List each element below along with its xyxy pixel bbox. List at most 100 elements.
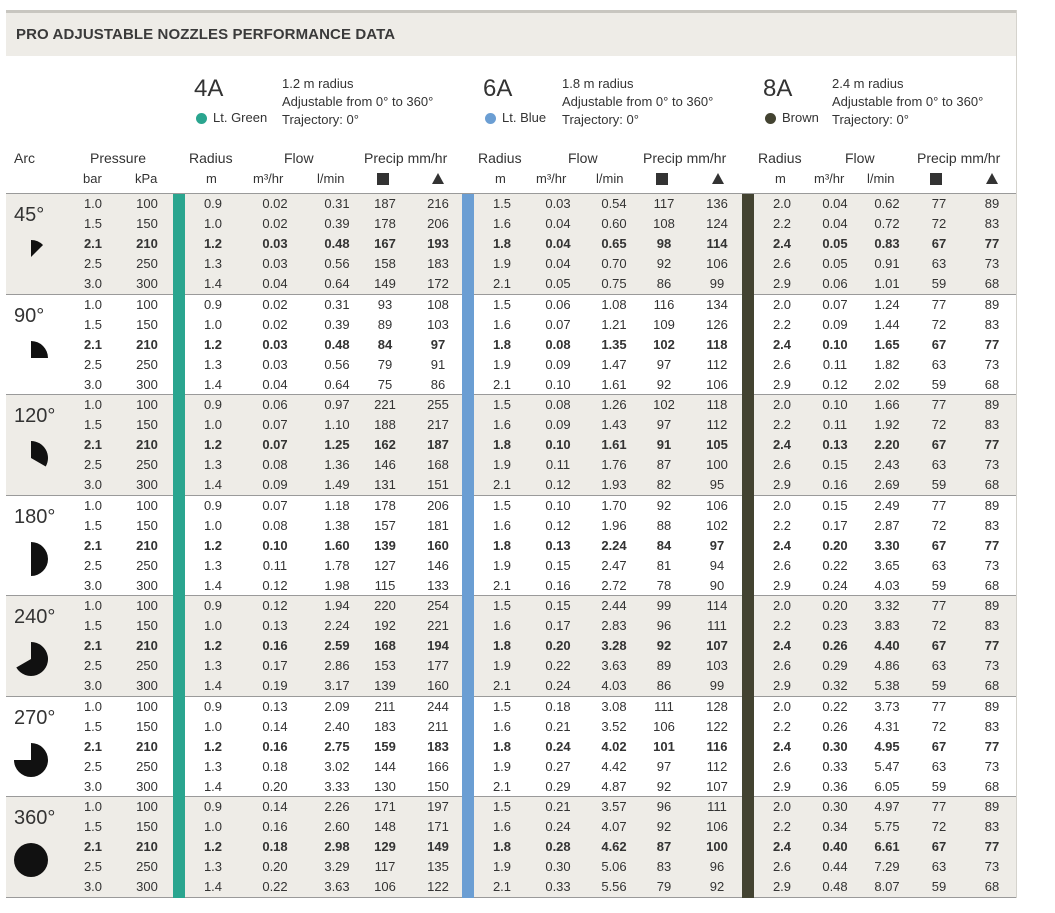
header-lmin: l/min xyxy=(317,171,345,186)
data-cell: 77 xyxy=(984,336,1000,352)
data-cell: 2.9 xyxy=(772,276,792,291)
data-cell: 1.10 xyxy=(324,417,350,432)
table-row: 2.5 250 1.3 0.18 3.02 144 166 1.9 0.27 4.42 97 112 2… xyxy=(6,757,1016,777)
pressure-kpa-cell: 150 xyxy=(136,819,158,834)
triangle-icon xyxy=(712,172,724,187)
data-cell: 0.07 xyxy=(822,296,848,312)
triangle-icon xyxy=(432,172,444,187)
data-cell: 2.6 xyxy=(772,457,792,472)
arc-group: 120° 1.0 100 0.9 0.06 0.97 221 255 1.5 0.08 1.26 10… xyxy=(6,395,1016,496)
data-cell: 0.16 xyxy=(822,477,848,492)
data-cell: 0.15 xyxy=(545,598,571,613)
data-cell: 1.9 xyxy=(492,457,512,472)
data-cell: 0.39 xyxy=(324,316,350,332)
pressure-bar-cell: 2.1 xyxy=(83,336,103,352)
data-cell: 59 xyxy=(931,376,947,392)
data-cell: 2.49 xyxy=(874,497,900,513)
data-cell: 89 xyxy=(984,598,1000,613)
data-cell: 83 xyxy=(984,517,1000,533)
data-cell: 0.31 xyxy=(324,296,350,312)
data-cell: 1.5 xyxy=(492,196,512,211)
data-cell: 0.08 xyxy=(262,457,288,472)
data-cell: 96 xyxy=(656,618,672,633)
data-cell: 7.29 xyxy=(874,859,900,874)
data-cell: 2.0 xyxy=(772,397,792,412)
table-row: 2.5 250 1.3 0.17 2.86 153 177 1.9 0.22 3.63 89 103 2… xyxy=(6,656,1016,676)
pressure-bar-cell: 2.1 xyxy=(83,437,103,452)
data-cell: 63 xyxy=(931,457,947,472)
data-cell: 0.56 xyxy=(324,356,350,372)
data-cell: 0.28 xyxy=(545,839,571,854)
data-cell: 5.56 xyxy=(601,879,627,894)
data-cell: 1.2 xyxy=(203,839,223,854)
data-cell: 1.43 xyxy=(601,417,627,432)
data-cell: 63 xyxy=(931,859,947,874)
data-cell: 1.6 xyxy=(492,618,512,633)
data-cell: 73 xyxy=(984,658,1000,673)
nozzle-trajectory-text: Trajectory: 0° xyxy=(282,112,359,127)
nozzle-4a-color-bar xyxy=(173,194,185,898)
pressure-bar-cell: 1.0 xyxy=(83,598,103,613)
data-cell: 0.16 xyxy=(262,738,288,754)
nozzle-trajectory-text: Trajectory: 0° xyxy=(832,112,909,127)
pressure-kpa-cell: 250 xyxy=(136,758,158,774)
nozzle-radius-text: 1.8 m radius xyxy=(562,76,634,91)
data-cell: 86 xyxy=(656,276,672,291)
data-cell: 83 xyxy=(984,718,1000,734)
data-cell: 59 xyxy=(931,879,947,894)
data-cell: 2.4 xyxy=(772,638,792,653)
data-cell: 135 xyxy=(427,859,449,874)
data-cell: 111 xyxy=(707,799,727,814)
data-cell: 2.24 xyxy=(324,618,350,633)
data-cell: 168 xyxy=(374,638,396,653)
pressure-kpa-cell: 300 xyxy=(136,577,158,593)
data-cell: 0.64 xyxy=(324,276,350,291)
data-cell: 105 xyxy=(706,437,728,452)
data-cell: 1.70 xyxy=(601,497,627,513)
data-cell: 2.47 xyxy=(601,557,627,573)
data-cell: 1.2 xyxy=(203,537,223,553)
header-bar: bar xyxy=(83,171,102,186)
data-cell: 2.2 xyxy=(772,316,792,332)
table-row: 2.5 250 1.3 0.20 3.29 117 135 1.9 0.30 5.06 83 96 2.… xyxy=(6,857,1016,877)
data-cell: 117 xyxy=(653,196,675,211)
data-cell: 89 xyxy=(656,658,672,673)
data-cell: 77 xyxy=(984,839,1000,854)
header-precip: Precip mm/hr xyxy=(643,150,727,166)
data-cell: 0.04 xyxy=(822,216,848,231)
data-cell: 89 xyxy=(984,296,1000,312)
data-cell: 63 xyxy=(931,356,947,372)
header-precip: Precip mm/hr xyxy=(917,150,1001,166)
data-cell: 124 xyxy=(706,216,728,231)
pressure-kpa-cell: 250 xyxy=(136,658,158,673)
pressure-kpa-cell: 300 xyxy=(136,778,158,794)
data-cell: 2.75 xyxy=(324,738,350,754)
data-cell: 109 xyxy=(653,316,675,332)
pressure-kpa-cell: 150 xyxy=(136,618,158,633)
data-cell: 3.32 xyxy=(874,598,900,613)
data-cell: 1.5 xyxy=(492,296,512,312)
arc-label: 120° xyxy=(14,405,56,427)
data-cell: 72 xyxy=(931,618,947,633)
data-cell: 5.47 xyxy=(874,758,900,774)
data-cell: 3.52 xyxy=(601,718,627,734)
data-cell: 0.16 xyxy=(262,819,288,834)
data-cell: 67 xyxy=(931,537,947,553)
data-cell: 178 xyxy=(374,497,396,513)
data-cell: 1.2 xyxy=(203,738,223,754)
data-cell: 4.07 xyxy=(601,819,627,834)
data-cell: 0.33 xyxy=(822,758,848,774)
data-cell: 2.1 xyxy=(492,376,512,392)
data-cell: 0.12 xyxy=(262,577,288,593)
pressure-kpa-cell: 100 xyxy=(136,397,158,412)
header-flow: Flow xyxy=(568,150,598,166)
data-cell: 2.98 xyxy=(324,839,350,854)
data-cell: 1.18 xyxy=(324,497,350,513)
data-cell: 134 xyxy=(706,296,728,312)
nozzle-info: 2.4 m radius Adjustable from 0° to 360° … xyxy=(832,75,983,129)
pressure-bar-cell: 3.0 xyxy=(83,879,103,894)
data-cell: 2.0 xyxy=(772,598,792,613)
data-cell: 0.13 xyxy=(822,437,848,452)
data-cell: 0.08 xyxy=(545,397,571,412)
data-cell: 67 xyxy=(931,638,947,653)
